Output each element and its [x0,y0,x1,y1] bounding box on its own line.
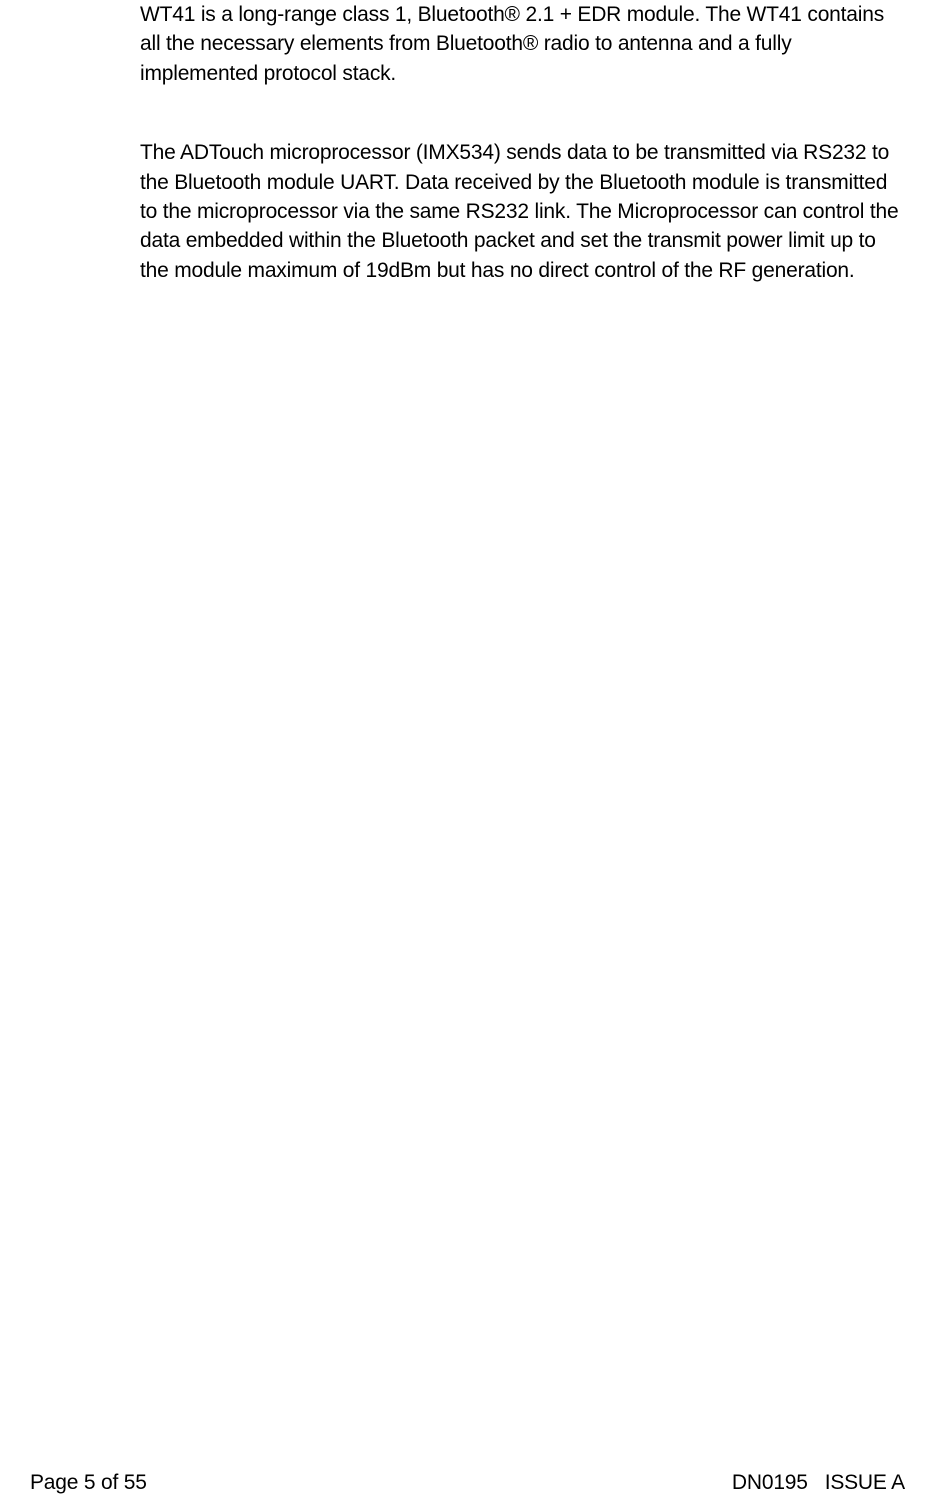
page-footer: Page 5 of 55 DN0195 ISSUE A [30,1471,905,1495]
paragraph-2: The ADTouch microprocessor (IMX534) send… [140,138,900,285]
document-body: WT41 is a long-range class 1, Bluetooth®… [140,0,900,285]
page-number: Page 5 of 55 [30,1471,147,1495]
document-id-issue: DN0195 ISSUE A [732,1471,905,1495]
doc-id: DN0195 [732,1471,808,1494]
issue-label: ISSUE A [825,1471,905,1494]
paragraph-1: WT41 is a long-range class 1, Bluetooth®… [140,0,900,88]
